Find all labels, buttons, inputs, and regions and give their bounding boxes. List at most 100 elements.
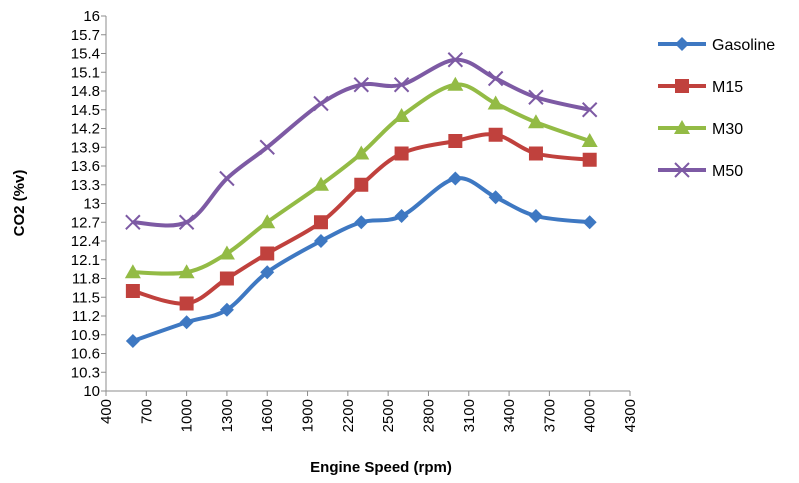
y-tick-label: 12.7 [71,214,100,231]
y-tick-label: 11.5 [72,289,100,306]
legend-marker-m50 [674,162,690,178]
chart-legend: Gasoline M15 M30 M50 [658,37,775,180]
chart-axes [105,16,630,392]
data-point-m15 [528,146,543,161]
x-tick-label: 2500 [380,399,397,432]
data-point-m30 [353,145,370,160]
x-tick-label: 4300 [622,399,639,432]
x-axis-ticks: 400 700 1000 1300 1600 1900 2200 2500 2800 3100 34… [98,391,639,432]
x-tick-label: 700 [138,399,155,424]
data-point-m50 [353,77,369,93]
data-point-m30 [312,176,329,191]
legend-marker-m15 [675,79,689,93]
data-point-m50 [447,52,464,68]
legend-item-gasoline: Gasoline [658,37,775,54]
x-tick-label: 1300 [219,399,236,432]
data-point-m15 [448,134,463,148]
y-tick-label: 12.1 [71,252,100,269]
data-point-m15 [313,215,328,230]
x-axis-title: Engine Speed (rpm) [310,459,452,476]
data-point-m15 [582,152,597,167]
x-tick-label: 2800 [420,399,437,432]
data-point-gasoline [394,209,409,223]
y-axis-title: CO2 (%v) [11,170,28,237]
data-point-m30 [218,245,235,260]
data-point-m15 [354,177,369,192]
data-point-m15 [219,271,234,286]
series-m50 [125,52,598,230]
x-tick-label: 1000 [179,399,196,432]
series-gasoline [125,171,597,348]
data-point-m30 [581,133,598,147]
series-line-gasoline [132,176,590,343]
data-point-gasoline [354,215,369,230]
data-point-gasoline [528,209,543,223]
data-point-m50 [125,214,141,230]
series-m30 [124,76,598,279]
x-tick-label: 3700 [541,399,558,432]
x-tick-label: 1600 [259,399,276,432]
y-tick-label: 14.5 [71,102,100,119]
data-point-m15 [260,246,275,261]
y-tick-label: 10.9 [71,327,100,344]
y-tick-label: 14.8 [71,83,100,100]
data-point-m30 [487,95,504,110]
x-tick-label: 400 [98,399,115,424]
data-point-gasoline [488,190,503,205]
data-point-m30 [124,264,141,279]
data-point-m50 [581,102,598,118]
legend-label-gasoline: Gasoline [712,37,775,54]
data-point-gasoline [313,234,328,248]
y-tick-label: 15.4 [71,46,100,63]
data-point-m50 [393,77,410,93]
x-tick-label: 3400 [501,399,518,432]
data-point-gasoline [448,171,463,186]
y-axis-ticks: 1010.310.610.911.211.511.812.112.412.713… [71,8,106,400]
y-tick-label: 12.4 [71,233,100,250]
x-tick-label: 2200 [340,399,357,432]
data-point-m50 [219,170,235,187]
data-point-m15 [488,127,503,142]
data-point-gasoline [582,215,597,230]
data-point-m50 [259,139,275,155]
y-tick-label: 11.8 [72,271,100,288]
data-point-gasoline [260,265,275,280]
y-tick-label: 13.6 [71,158,100,175]
data-point-m30 [393,108,410,122]
legend-marker-gasoline [675,37,689,51]
legend-label-m50: M50 [712,163,743,180]
data-point-m15 [394,146,409,161]
x-tick-label: 1900 [300,399,317,432]
data-point-gasoline [179,315,194,330]
data-point-m50 [487,70,504,87]
y-tick-label: 13 [83,196,100,213]
data-point-m50 [313,95,329,112]
data-point-m30 [447,76,464,91]
data-point-m15 [179,296,194,311]
y-tick-label: 14.2 [71,121,100,138]
y-tick-label: 10.6 [71,346,100,363]
legend-label-m15: M15 [712,79,743,96]
x-tick-label: 3100 [461,399,478,432]
legend-label-m30: M30 [712,121,743,138]
legend-marker-m30 [674,120,690,134]
y-tick-label: 15.7 [71,27,100,44]
y-tick-label: 11.2 [72,308,100,325]
y-tick-label: 15.1 [71,64,100,81]
y-tick-label: 16 [83,8,100,25]
y-tick-label: 10.3 [71,364,100,381]
legend-item-m15: M15 [658,79,743,96]
data-point-gasoline [125,334,140,348]
series-m15 [125,127,597,311]
y-tick-label: 13.9 [71,139,100,156]
y-tick-label: 13.3 [71,177,100,194]
data-point-gasoline [219,302,234,317]
data-point-m30 [178,264,195,279]
data-point-m30 [527,114,544,129]
y-tick-label: 10 [83,383,100,400]
x-tick-label: 4000 [582,399,599,432]
data-point-m50 [528,89,544,105]
data-point-m15 [125,284,140,298]
legend-item-m30: M30 [658,120,743,138]
